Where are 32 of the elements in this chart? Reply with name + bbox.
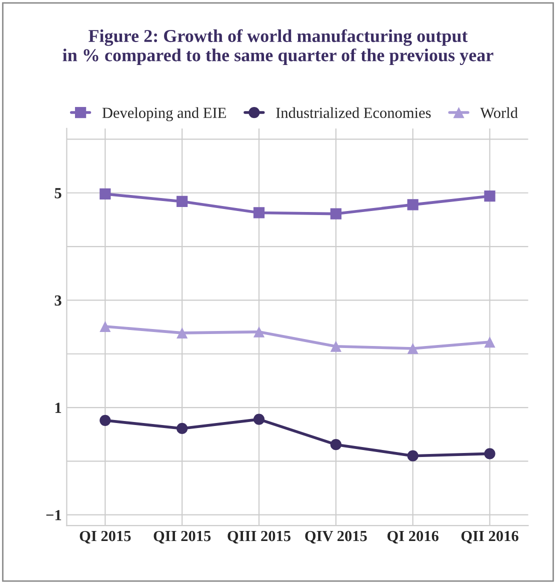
point <box>484 190 496 202</box>
point <box>253 414 265 425</box>
point <box>484 336 496 348</box>
x-tick-label: QIII 2015 <box>228 530 290 544</box>
point <box>176 196 188 208</box>
legend-label: Developing and EIE <box>102 107 226 122</box>
legend-label: World <box>480 107 518 118</box>
x-tick-label: QII 2015 <box>154 530 211 544</box>
point <box>407 199 418 210</box>
point <box>330 208 342 220</box>
point <box>407 342 418 354</box>
y-tick-label: 1 <box>55 402 62 413</box>
point <box>100 188 111 200</box>
point <box>253 207 265 218</box>
point <box>100 414 111 426</box>
x-tick-label: QI 2015 <box>80 530 131 544</box>
point <box>100 320 111 332</box>
x-tick-label: QI 2016 <box>387 530 438 544</box>
point <box>484 448 496 460</box>
point <box>330 439 342 450</box>
legend-label: Industrialized Economies <box>276 107 431 118</box>
y-tick-label: 3 <box>54 295 62 306</box>
point <box>176 422 188 434</box>
x-tick-label: QIV 2015 <box>305 530 367 544</box>
y-tick-label: −1 <box>46 510 62 520</box>
x-tick-label: QII 2016 <box>461 530 518 544</box>
point <box>253 326 265 338</box>
point <box>407 450 418 462</box>
point <box>176 327 188 338</box>
y-tick-label: 5 <box>54 188 62 198</box>
point <box>330 340 342 352</box>
chart-title: Figure 2: Growth of world manufacturing output in % compared to the same quarter of the previous year <box>62 29 494 66</box>
